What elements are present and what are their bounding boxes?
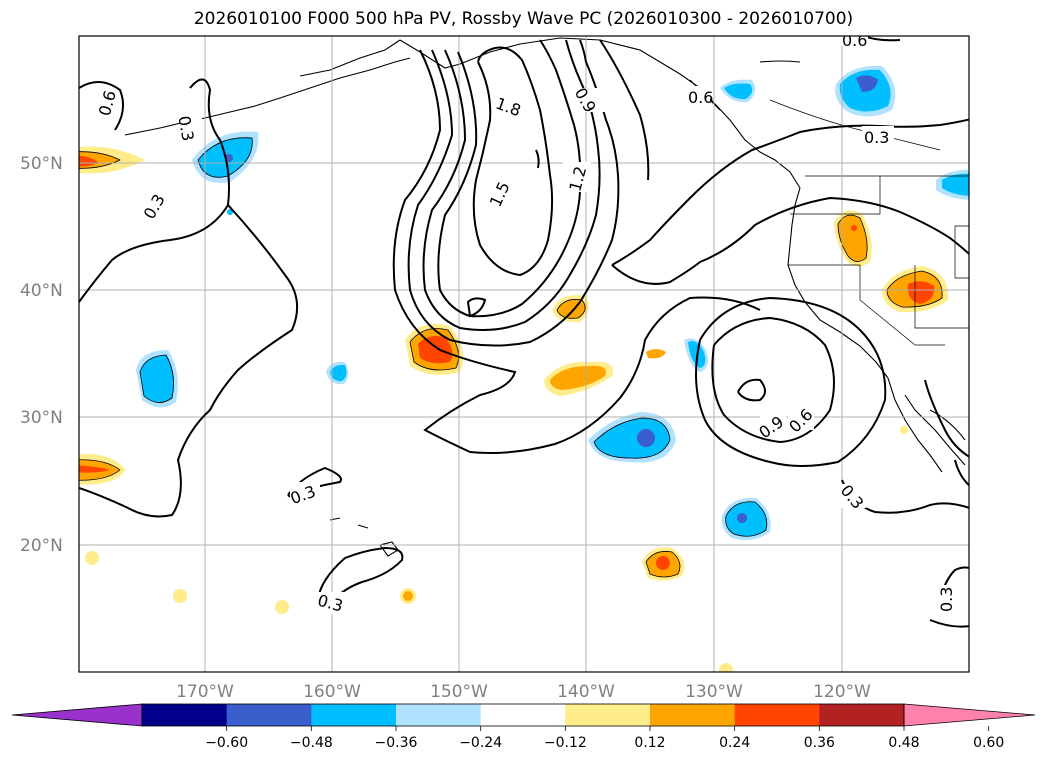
anomaly-blob [173, 589, 187, 603]
anomaly-outlines [79, 137, 943, 578]
anomaly-blob [900, 426, 908, 434]
lon-label: 170°W [176, 682, 234, 702]
lat-label: 20°N [20, 536, 63, 556]
anomaly-blob [140, 355, 174, 403]
lat-label: 40°N [20, 281, 63, 301]
contour-label: 0.3 [937, 587, 956, 612]
anomaly-blob [719, 663, 733, 672]
anomaly-blob [403, 591, 413, 601]
colorbar-tick-label: −0.36 [375, 735, 418, 751]
colorbar-tick-label: 0.12 [634, 735, 665, 751]
colorbar-segment [396, 704, 482, 726]
colorbar-segment [226, 704, 312, 726]
anomaly-blob [418, 336, 453, 364]
anomaly-blob [851, 225, 857, 231]
colorbar-segment [819, 704, 905, 726]
colorbar-segment [480, 704, 566, 726]
anomaly-blob [79, 465, 110, 473]
colorbar-segment [142, 704, 228, 726]
anomaly-blob [724, 83, 753, 100]
lon-label: 120°W [813, 682, 871, 702]
anomaly-blob [330, 364, 347, 382]
colorbar-tick-label: −0.24 [459, 735, 502, 751]
colorbar-tick-label: −0.60 [205, 735, 248, 751]
colorbar-tick-label: 0.48 [888, 735, 919, 751]
contour-label: 0.6 [842, 31, 867, 50]
colorbar-tick-label: 0.24 [719, 735, 750, 751]
map-background [79, 36, 969, 672]
anomaly-blob [550, 365, 606, 390]
colorbar-tick-label: 0.36 [804, 735, 835, 751]
colorbar-arrow-high [903, 703, 1036, 727]
lon-label: 160°W [303, 682, 361, 702]
anomaly-blob [79, 155, 98, 167]
anomaly-blob [594, 418, 670, 459]
anomaly-blob [942, 173, 969, 196]
colorbar-tick-label: −0.12 [544, 735, 587, 751]
map-frame [78, 35, 970, 673]
colorbar-frame [141, 703, 905, 727]
anomaly-blob [637, 429, 655, 447]
lon-label: 150°W [430, 682, 488, 702]
longitude-labels: 170°W 160°W 150°W 140°W 130°W 120°W [176, 682, 871, 702]
colorbar-segment [565, 704, 651, 726]
lon-label: 140°W [557, 682, 615, 702]
contour-label: 0.3 [174, 114, 197, 142]
map-title: 2026010100 F000 500 hPa PV, Rossby Wave … [193, 9, 854, 29]
lat-label: 50°N [20, 154, 63, 174]
latitude-labels: 50°N 40°N 30°N 20°N [20, 154, 63, 556]
colorbar: −0.60 −0.48 −0.36 −0.24 −0.12 0.12 0.24 0.36 0.4… [11, 703, 1036, 751]
colorbar-segment [311, 704, 397, 726]
contour-label: 0.3 [864, 128, 889, 147]
anomaly-blob [85, 551, 99, 565]
colorbar-segment [734, 704, 820, 726]
colorbar-tick-label: 0.60 [973, 735, 1004, 751]
anomaly-blob [227, 209, 233, 215]
lat-label: 30°N [20, 408, 63, 428]
coastlines [124, 37, 969, 557]
colorbar-tick-label: −0.48 [290, 735, 333, 751]
anomaly-blob [838, 215, 868, 262]
lon-label: 130°W [685, 682, 743, 702]
contour-label: 0.6 [688, 88, 713, 107]
anomaly-blob [737, 513, 747, 523]
anomaly-blob [907, 281, 935, 304]
anomaly-blob [646, 349, 666, 359]
anomaly-blob [275, 600, 289, 614]
anomaly-blob [656, 556, 670, 570]
colorbar-segment [650, 704, 736, 726]
anomaly-blob [856, 75, 878, 92]
pv-anomaly-shading [79, 65, 969, 672]
colorbar-arrow-low [11, 703, 143, 727]
